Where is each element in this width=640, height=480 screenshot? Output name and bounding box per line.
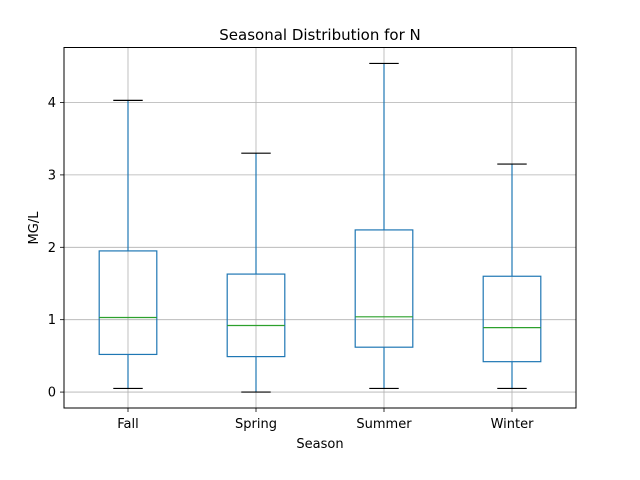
iqr-box: [482, 275, 542, 363]
x-tick-label: Fall: [117, 417, 138, 432]
plot-area-frame: [63, 47, 577, 409]
box-summer: [354, 62, 414, 390]
y-tick-label: 1: [48, 313, 56, 328]
x-tick-label: Spring: [235, 417, 277, 432]
iqr-box: [98, 250, 158, 356]
x-axis-ticks: Fall Spring Summer Winter: [117, 408, 534, 432]
y-axis-ticks: 0 1 2 3 4: [48, 96, 64, 401]
box-fall: [98, 99, 158, 390]
y-tick-label: 0: [48, 386, 56, 401]
y-tick-label: 2: [48, 241, 56, 256]
iqr-box: [354, 229, 414, 348]
iqr-box: [226, 273, 286, 358]
x-tick-label: Winter: [491, 417, 535, 432]
x-axis-label: Season: [296, 437, 343, 452]
box-series: [98, 62, 542, 393]
chart-title: Seasonal Distribution for N: [219, 26, 420, 44]
y-tick-label: 3: [48, 168, 56, 183]
box-spring: [226, 152, 286, 393]
y-tick-label: 4: [48, 96, 56, 111]
x-tick-label: Summer: [356, 417, 412, 432]
box-winter: [482, 163, 542, 390]
y-axis-label: MG/L: [27, 211, 42, 245]
